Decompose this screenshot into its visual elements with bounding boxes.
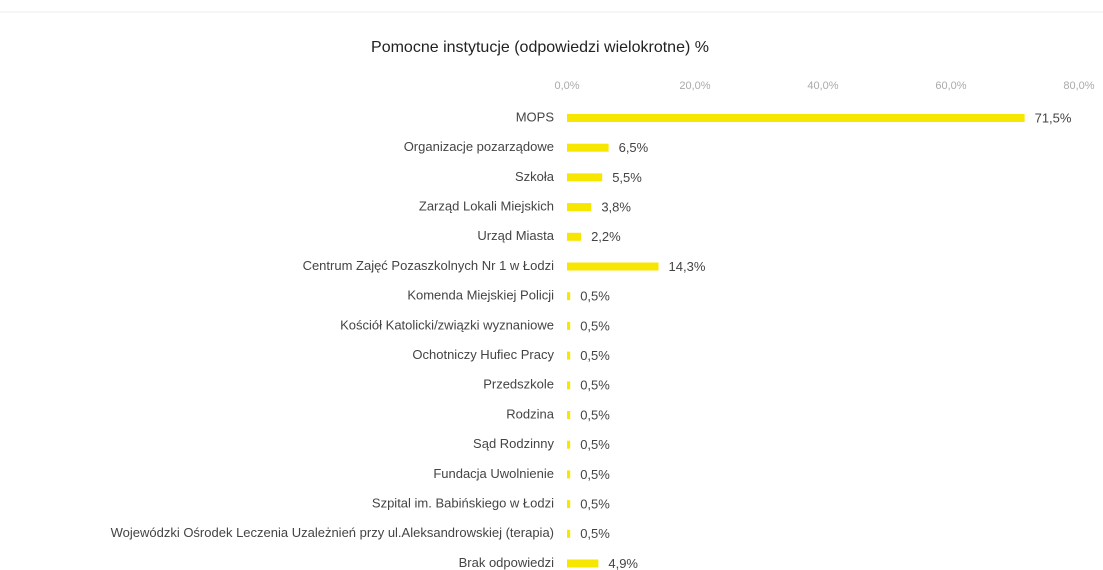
value-label: 14,3%: [669, 259, 706, 274]
bar: [567, 440, 571, 449]
bar: [567, 559, 599, 568]
value-label: 0,5%: [580, 378, 610, 393]
y-tick-label: Fundacja Uwolnienie: [433, 466, 554, 481]
bar: [567, 143, 609, 152]
value-label: 5,5%: [612, 170, 642, 185]
y-tick-label: Wojewódzki Ośrodek Leczenia Uzależnień p…: [111, 525, 554, 540]
x-tick-label: 80,0%: [1063, 80, 1094, 92]
bar: [567, 500, 571, 509]
y-tick-label: Brak odpowiedzi: [459, 555, 554, 570]
bar: [567, 470, 571, 479]
x-tick-label: 0,0%: [554, 80, 579, 92]
value-label: 0,5%: [580, 467, 610, 482]
x-tick-label: 60,0%: [935, 80, 966, 92]
bar: [567, 114, 1025, 122]
y-tick-label: Ochotniczy Hufiec Pracy: [412, 347, 554, 362]
bar: [567, 351, 571, 360]
y-tick-label: Komenda Miejskiej Policji: [407, 288, 554, 303]
bar: [567, 321, 571, 330]
value-label: 3,8%: [601, 200, 631, 215]
value-label: 0,5%: [580, 348, 610, 363]
value-label: 0,5%: [580, 407, 610, 422]
value-label: 2,2%: [591, 229, 621, 244]
bar: [567, 203, 592, 212]
y-tick-label: Szpital im. Babińskiego w Łodzi: [372, 496, 554, 511]
x-tick-label: 20,0%: [679, 80, 710, 92]
y-tick-label: Urząd Miasta: [477, 228, 554, 243]
y-tick-label: Szkoła: [515, 169, 555, 184]
bar: [567, 381, 571, 390]
y-tick-label: Zarząd Lokali Miejskich: [419, 199, 554, 214]
value-label: 0,5%: [580, 497, 610, 512]
chart-title: Pomocne instytucje (odpowiedzi wielokrot…: [371, 39, 709, 56]
value-label: 0,5%: [580, 437, 610, 452]
bar: [567, 411, 571, 419]
bar: [567, 173, 603, 182]
value-label: 4,9%: [608, 556, 638, 570]
value-label: 71,5%: [1035, 110, 1072, 125]
bar: [567, 529, 571, 538]
x-tick-label: 40,0%: [807, 80, 838, 92]
y-tick-label: MOPS: [516, 109, 555, 124]
bar: [567, 262, 659, 271]
bar: [567, 292, 571, 301]
bar: [567, 232, 582, 241]
y-tick-label: Przedszkole: [483, 377, 554, 392]
value-label: 0,5%: [580, 289, 610, 304]
y-tick-label: Kościół Katolicki/związki wyznaniowe: [340, 317, 554, 332]
value-label: 0,5%: [580, 318, 610, 333]
y-tick-label: Rodzina: [506, 406, 554, 421]
value-label: 6,5%: [619, 140, 649, 155]
y-tick-label: Centrum Zajęć Pozaszkolnych Nr 1 w Łodzi: [303, 258, 555, 273]
value-label: 0,5%: [580, 526, 610, 541]
y-tick-label: Organizacje pozarządowe: [404, 139, 554, 154]
y-tick-label: Sąd Rodzinny: [473, 436, 554, 451]
